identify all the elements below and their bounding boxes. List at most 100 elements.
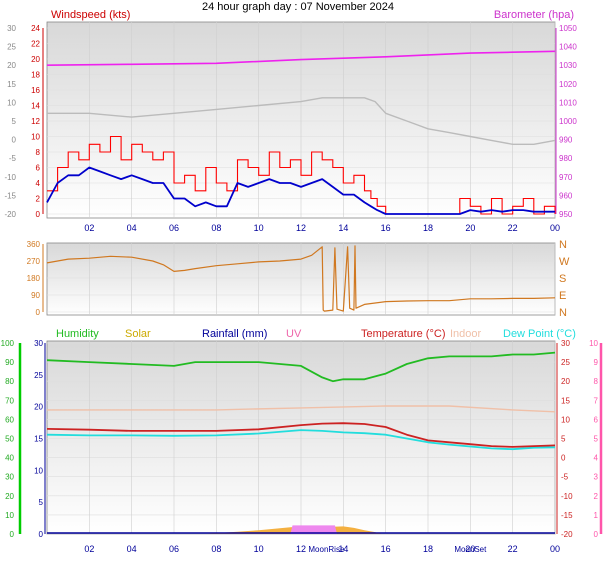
temperature-tick-label: -5	[561, 473, 569, 482]
uv-tick-label: 3	[594, 473, 599, 482]
temperature-tick-label: -10	[561, 492, 573, 501]
wind-outer-tick-label: -10	[4, 173, 16, 182]
compass-tick-label: W	[559, 256, 570, 268]
uv-tick-label: 5	[594, 435, 599, 444]
temperature-tick-label: 30	[561, 339, 570, 348]
uv-tick-label: 7	[594, 396, 599, 405]
wind-outer-tick-label: 25	[7, 43, 16, 52]
temperature-panel-axes: 1009080706050403020100302520151050302520…	[1, 339, 603, 554]
indoor-line	[47, 405, 556, 413]
legend-entry: Indoor	[450, 328, 482, 340]
x-tick-label: 00	[550, 223, 560, 233]
uv-tick-label: 9	[594, 358, 599, 367]
windspeed-tick-label: 22	[31, 40, 40, 49]
x-tick-label: 16	[381, 544, 391, 554]
barometer-line	[46, 50, 556, 66]
windspeed-tick-label: 4	[36, 179, 41, 188]
x-tick-label: 22	[508, 544, 518, 554]
windspeed-tick-label: 10	[31, 133, 40, 142]
compass-tick-label: N	[559, 239, 567, 251]
barometer-tick-label: 980	[559, 154, 573, 163]
x-tick-label: 14	[338, 223, 348, 233]
direction-tick-label: 360	[27, 240, 41, 249]
rainfall-tick-label: 10	[34, 466, 43, 475]
wind-direction-line	[46, 245, 556, 312]
rainfall-tick-label: 5	[39, 498, 44, 507]
uv-tick-label: 2	[594, 492, 599, 501]
temperature-tick-label: 20	[561, 377, 570, 386]
x-tick-label: 14	[338, 544, 348, 554]
barometer-tick-label: 1010	[559, 98, 577, 107]
x-tick-label: 06	[169, 544, 179, 554]
humidity-tick-label: 60	[5, 415, 14, 424]
x-tick-label: 12	[296, 223, 306, 233]
legend-entry: UV	[286, 328, 302, 340]
rainfall-tick-label: 20	[34, 403, 43, 412]
compass-tick-label: N	[559, 307, 567, 319]
x-tick-label: 18	[423, 544, 433, 554]
wind-outer-tick-label: 15	[7, 80, 16, 89]
wind-outer-tick-label: 30	[7, 24, 16, 33]
x-tick-label: 16	[381, 223, 391, 233]
legend-entry: Temperature (°C)	[361, 328, 445, 340]
x-tick-label: 10	[254, 544, 264, 554]
uv-tick-label: 0	[594, 530, 599, 539]
windspeed-tick-label: 18	[31, 71, 40, 80]
wind-outer-tick-label: 20	[7, 61, 16, 70]
temperature-panel-legend: Humidity Solar Rainfall (mm) UV Temperature …	[56, 328, 576, 340]
windspeed-line	[47, 135, 556, 215]
barometer-tick-label: 1030	[559, 61, 577, 70]
direction-tick-label: 270	[27, 257, 41, 266]
wind-panel-grid	[47, 22, 556, 218]
x-tick-label: 10	[254, 223, 264, 233]
humidity-tick-label: 40	[5, 454, 14, 463]
rainfall-tick-label: 30	[34, 339, 43, 348]
temperature-tick-label: 25	[561, 358, 570, 367]
humidity-tick-label: 30	[5, 473, 14, 482]
x-tick-label: 18	[423, 223, 433, 233]
rainfall-tick-label: 15	[34, 435, 43, 444]
legend-entry: Humidity	[56, 328, 99, 340]
barometer-tick-label: 960	[559, 191, 573, 200]
wind-outer-tick-label: 5	[12, 117, 17, 126]
direction-panel-series	[46, 245, 556, 312]
x-tick-label: 08	[211, 223, 221, 233]
uv-tick-label: 1	[594, 511, 599, 520]
chart-title: 24 hour graph day : 07 November 2024	[202, 1, 394, 13]
humidity-tick-label: 90	[5, 358, 14, 367]
windspeed-tick-label: 12	[31, 117, 40, 126]
legend-entry: Dew Point (°C)	[503, 328, 576, 340]
rainfall-tick-label: 0	[39, 530, 44, 539]
barometer-tick-label: 1020	[559, 80, 577, 89]
windspeed-tick-label: 24	[31, 24, 40, 33]
x-tick-label: 02	[84, 544, 94, 554]
wind-panel-series	[46, 50, 556, 215]
wind-average-line	[46, 166, 555, 215]
humidity-tick-label: 10	[5, 511, 14, 520]
temperature-line	[46, 422, 556, 448]
humidity-tick-label: 70	[5, 396, 14, 405]
uv-area	[290, 525, 337, 534]
windspeed-tick-label: 14	[31, 102, 40, 111]
wind-outer-tick-label: 0	[12, 136, 17, 145]
legend-entry: Rainfall (mm)	[202, 328, 267, 340]
temperature-tick-label: 5	[561, 435, 566, 444]
uv-tick-label: 10	[589, 339, 598, 348]
wind-panel-axes: 242220181614121086420302520151050-5-10-1…	[4, 24, 577, 233]
direction-tick-label: 0	[36, 308, 41, 317]
moonset-label: MoonSet	[454, 545, 487, 554]
temperature-tick-label: 0	[561, 454, 566, 463]
barometer-tick-label: 950	[559, 210, 573, 219]
direction-tick-label: 180	[27, 274, 41, 283]
temperature-panel-series	[46, 351, 556, 534]
x-tick-label: 06	[169, 223, 179, 233]
windspeed-tick-label: 6	[36, 164, 41, 173]
x-tick-label: 20	[465, 544, 475, 554]
x-tick-label: 08	[211, 544, 221, 554]
x-tick-label: 22	[508, 223, 518, 233]
x-tick-label: 04	[127, 223, 137, 233]
uv-tick-label: 6	[594, 415, 599, 424]
barometer-tick-label: 1000	[559, 117, 577, 126]
